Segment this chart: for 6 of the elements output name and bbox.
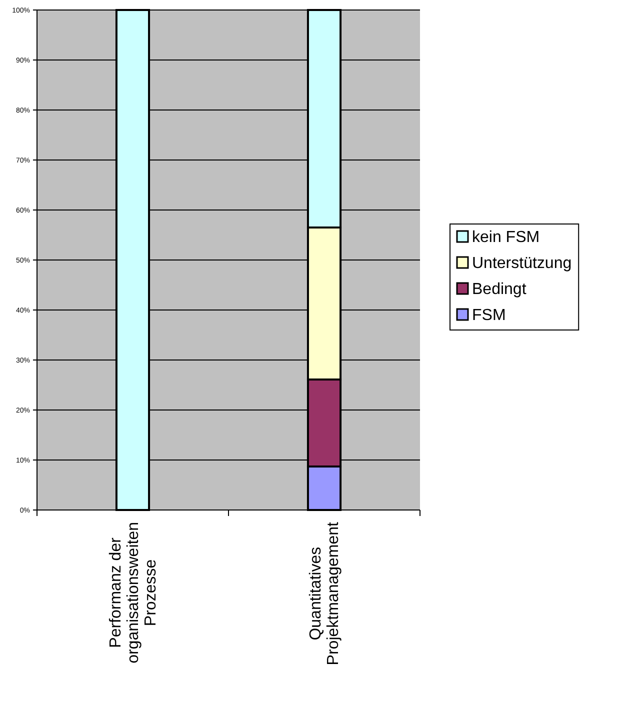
legend-label: kein FSM — [472, 229, 540, 246]
x-tick-label: Quantitatives Projektmanagement — [308, 521, 342, 666]
x-tick-label: Performanz der organisationsweiten Prozesse — [107, 522, 160, 664]
legend-label: Unterstützung — [472, 255, 572, 272]
legend-label: FSM — [472, 307, 506, 324]
legend-label: Bedingt — [472, 281, 527, 298]
